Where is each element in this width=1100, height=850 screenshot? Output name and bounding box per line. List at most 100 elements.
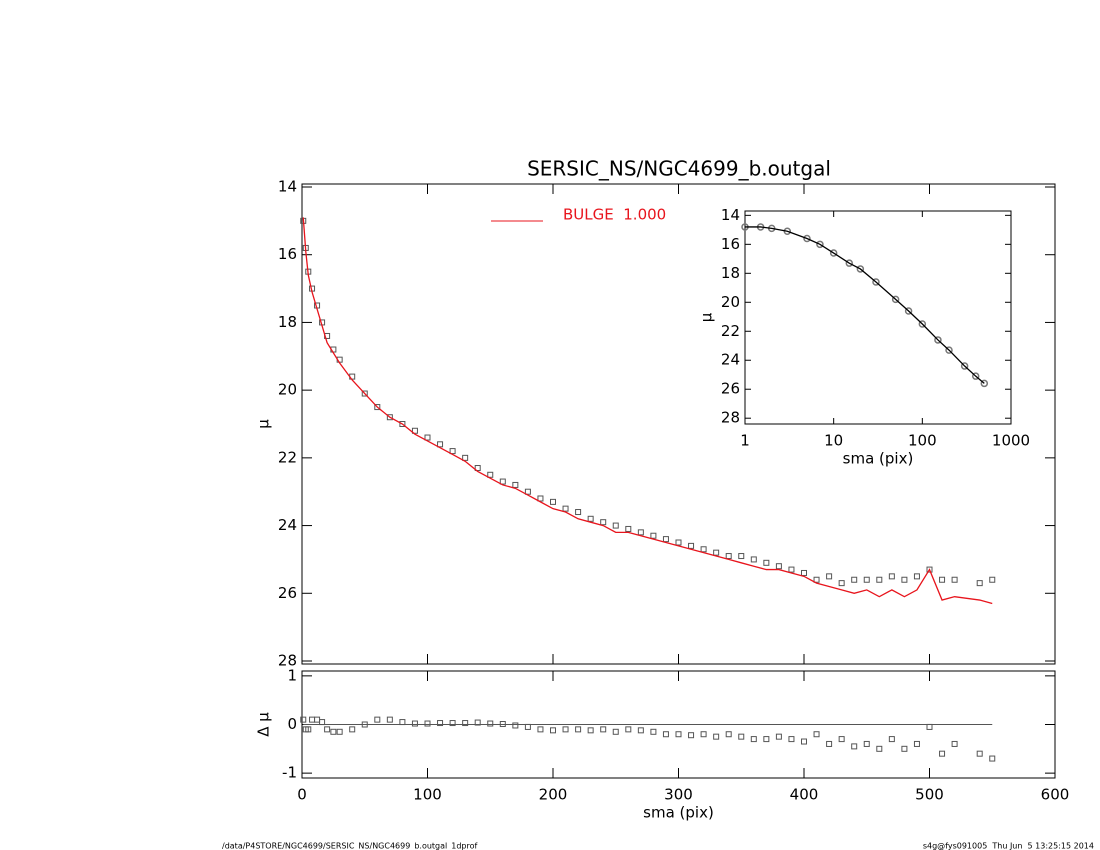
data-point [449, 448, 456, 455]
data-point [788, 736, 795, 743]
x-tick-label: 1 [740, 432, 750, 450]
data-point [904, 307, 913, 315]
data-point [838, 580, 845, 587]
data-point [918, 320, 927, 328]
legend-label: BULGE 1.000 [563, 206, 666, 224]
data-point [637, 727, 644, 734]
data-point [763, 736, 770, 743]
data-point [960, 362, 969, 370]
data-point [901, 745, 908, 752]
data-point [813, 576, 820, 583]
y-tick-label: 20 [278, 381, 297, 399]
data-point [437, 441, 444, 448]
data-point [688, 732, 695, 739]
data-point [688, 542, 695, 549]
data-point [926, 566, 933, 573]
data-point [872, 278, 880, 286]
data-point [361, 721, 368, 728]
data-point [813, 731, 820, 738]
y-tick-label: 16 [721, 235, 740, 253]
data-point [662, 731, 669, 738]
data-point [829, 249, 838, 257]
data-point [386, 716, 393, 723]
x-axis-label: sma (pix) [843, 450, 914, 468]
data-point [550, 727, 556, 734]
y-tick-label: 22 [721, 322, 740, 340]
data-point [319, 719, 326, 726]
y-tick-label: -1 [282, 764, 297, 782]
data-point [801, 738, 807, 745]
data-point [474, 465, 481, 472]
x-axis-label: sma (pix) [643, 804, 714, 822]
data-point [424, 434, 431, 441]
data-point [863, 740, 870, 747]
data-point [499, 721, 506, 728]
data-point [976, 580, 983, 587]
data-point [976, 750, 983, 757]
data-point [524, 723, 531, 730]
data-point [851, 576, 858, 583]
data-point [499, 478, 506, 485]
x-tick-label: 100 [908, 432, 937, 450]
data-point [562, 726, 569, 733]
data-point [738, 733, 745, 740]
y-tick-label: 24 [278, 516, 297, 534]
data-point [913, 573, 920, 580]
data-point [314, 716, 321, 723]
data-point [901, 576, 908, 583]
data-point [374, 716, 381, 723]
data-point [600, 519, 607, 526]
data-point [562, 505, 569, 512]
y-tick-label: 14 [278, 178, 297, 196]
data-point [826, 740, 833, 747]
data-point [612, 522, 619, 529]
data-point [361, 390, 368, 397]
data-point [637, 529, 644, 536]
y-tick-label: 28 [721, 409, 740, 427]
data-point [512, 722, 519, 729]
x-tick-label: 400 [790, 786, 819, 804]
data-point [876, 576, 883, 583]
x-tick-label: 10 [824, 432, 843, 450]
data-point [411, 720, 418, 727]
data-point [512, 481, 519, 488]
y-tick-label: 20 [721, 293, 740, 311]
data-point [888, 573, 895, 580]
data-point [891, 295, 900, 304]
y-tick-label: 0 [287, 715, 297, 733]
data-point [989, 755, 996, 762]
plot-frame [744, 210, 1012, 425]
data-point [487, 471, 494, 478]
data-point [725, 731, 732, 738]
y-tick-label: 16 [278, 245, 297, 263]
data-point [330, 728, 337, 735]
data-point [700, 546, 707, 553]
data-point [951, 576, 958, 583]
data-point [801, 569, 807, 576]
data-point [675, 731, 682, 738]
data-point [600, 726, 607, 733]
data-point [612, 728, 619, 735]
data-point [524, 488, 531, 495]
data-point [971, 372, 980, 380]
data-point [788, 566, 795, 573]
y-axis-label: μ [698, 312, 716, 322]
y-tick-label: 14 [721, 206, 740, 224]
data-point [309, 716, 316, 723]
data-line [302, 217, 993, 605]
data-point [763, 559, 770, 566]
data-point [437, 720, 444, 727]
data-point [876, 745, 883, 752]
x-tick-label: 600 [1041, 786, 1070, 804]
x-tick-label: 0 [297, 786, 307, 804]
data-point [474, 719, 481, 726]
y-tick-label: 26 [278, 584, 297, 602]
data-point [856, 265, 865, 273]
data-point [700, 731, 707, 738]
data-point [725, 553, 732, 560]
data-point [349, 726, 356, 733]
data-point [662, 536, 669, 543]
data-line [745, 226, 985, 384]
data-point [449, 720, 456, 727]
data-point [826, 573, 833, 580]
